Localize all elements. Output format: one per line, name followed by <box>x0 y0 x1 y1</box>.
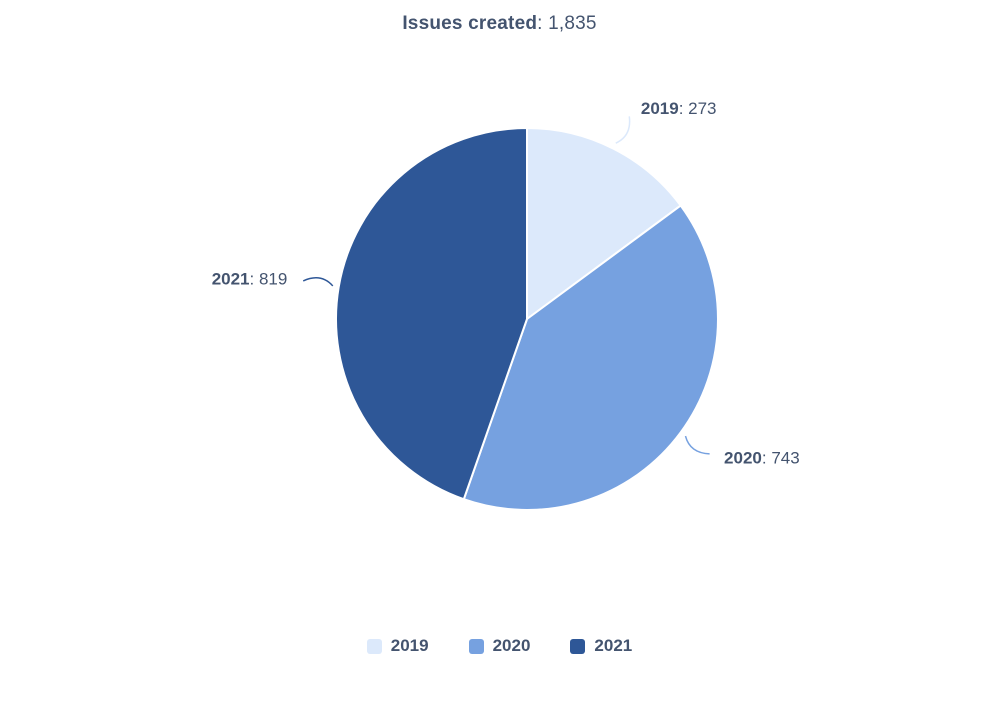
legend: 2019 2020 2021 <box>0 636 999 656</box>
legend-item-2021[interactable]: 2021 <box>570 636 632 656</box>
slice-label-2019: 2019: 273 <box>641 99 717 118</box>
legend-swatch-2021 <box>570 638 586 654</box>
pie-slice-2020[interactable] <box>462 204 719 511</box>
legend-swatch-2019 <box>366 638 382 654</box>
chart-title: Issues created: 1,835 <box>0 13 999 35</box>
chart-title-value: 1,835 <box>548 13 597 34</box>
legend-item-2020[interactable]: 2020 <box>468 636 531 656</box>
chart-title-label: Issues created <box>402 13 538 34</box>
legend-label-2021: 2021 <box>594 636 633 655</box>
pie-slice-2019[interactable] <box>526 127 682 320</box>
slice-leader-line-2021 <box>302 277 334 287</box>
slice-label-2021: 2021: 819 <box>212 270 288 289</box>
legend-label-2020: 2020 <box>492 636 531 655</box>
slice-leader-line-2020 <box>684 435 710 455</box>
legend-swatch-2020 <box>468 638 484 654</box>
slice-leader-line-2019 <box>615 116 631 144</box>
pie-slice-2021[interactable] <box>335 127 528 501</box>
legend-item-2019[interactable]: 2019 <box>366 636 429 656</box>
legend-label-2019: 2019 <box>390 636 429 655</box>
slice-label-2020: 2020: 743 <box>724 449 800 468</box>
chart-title-separator: : <box>537 13 549 34</box>
